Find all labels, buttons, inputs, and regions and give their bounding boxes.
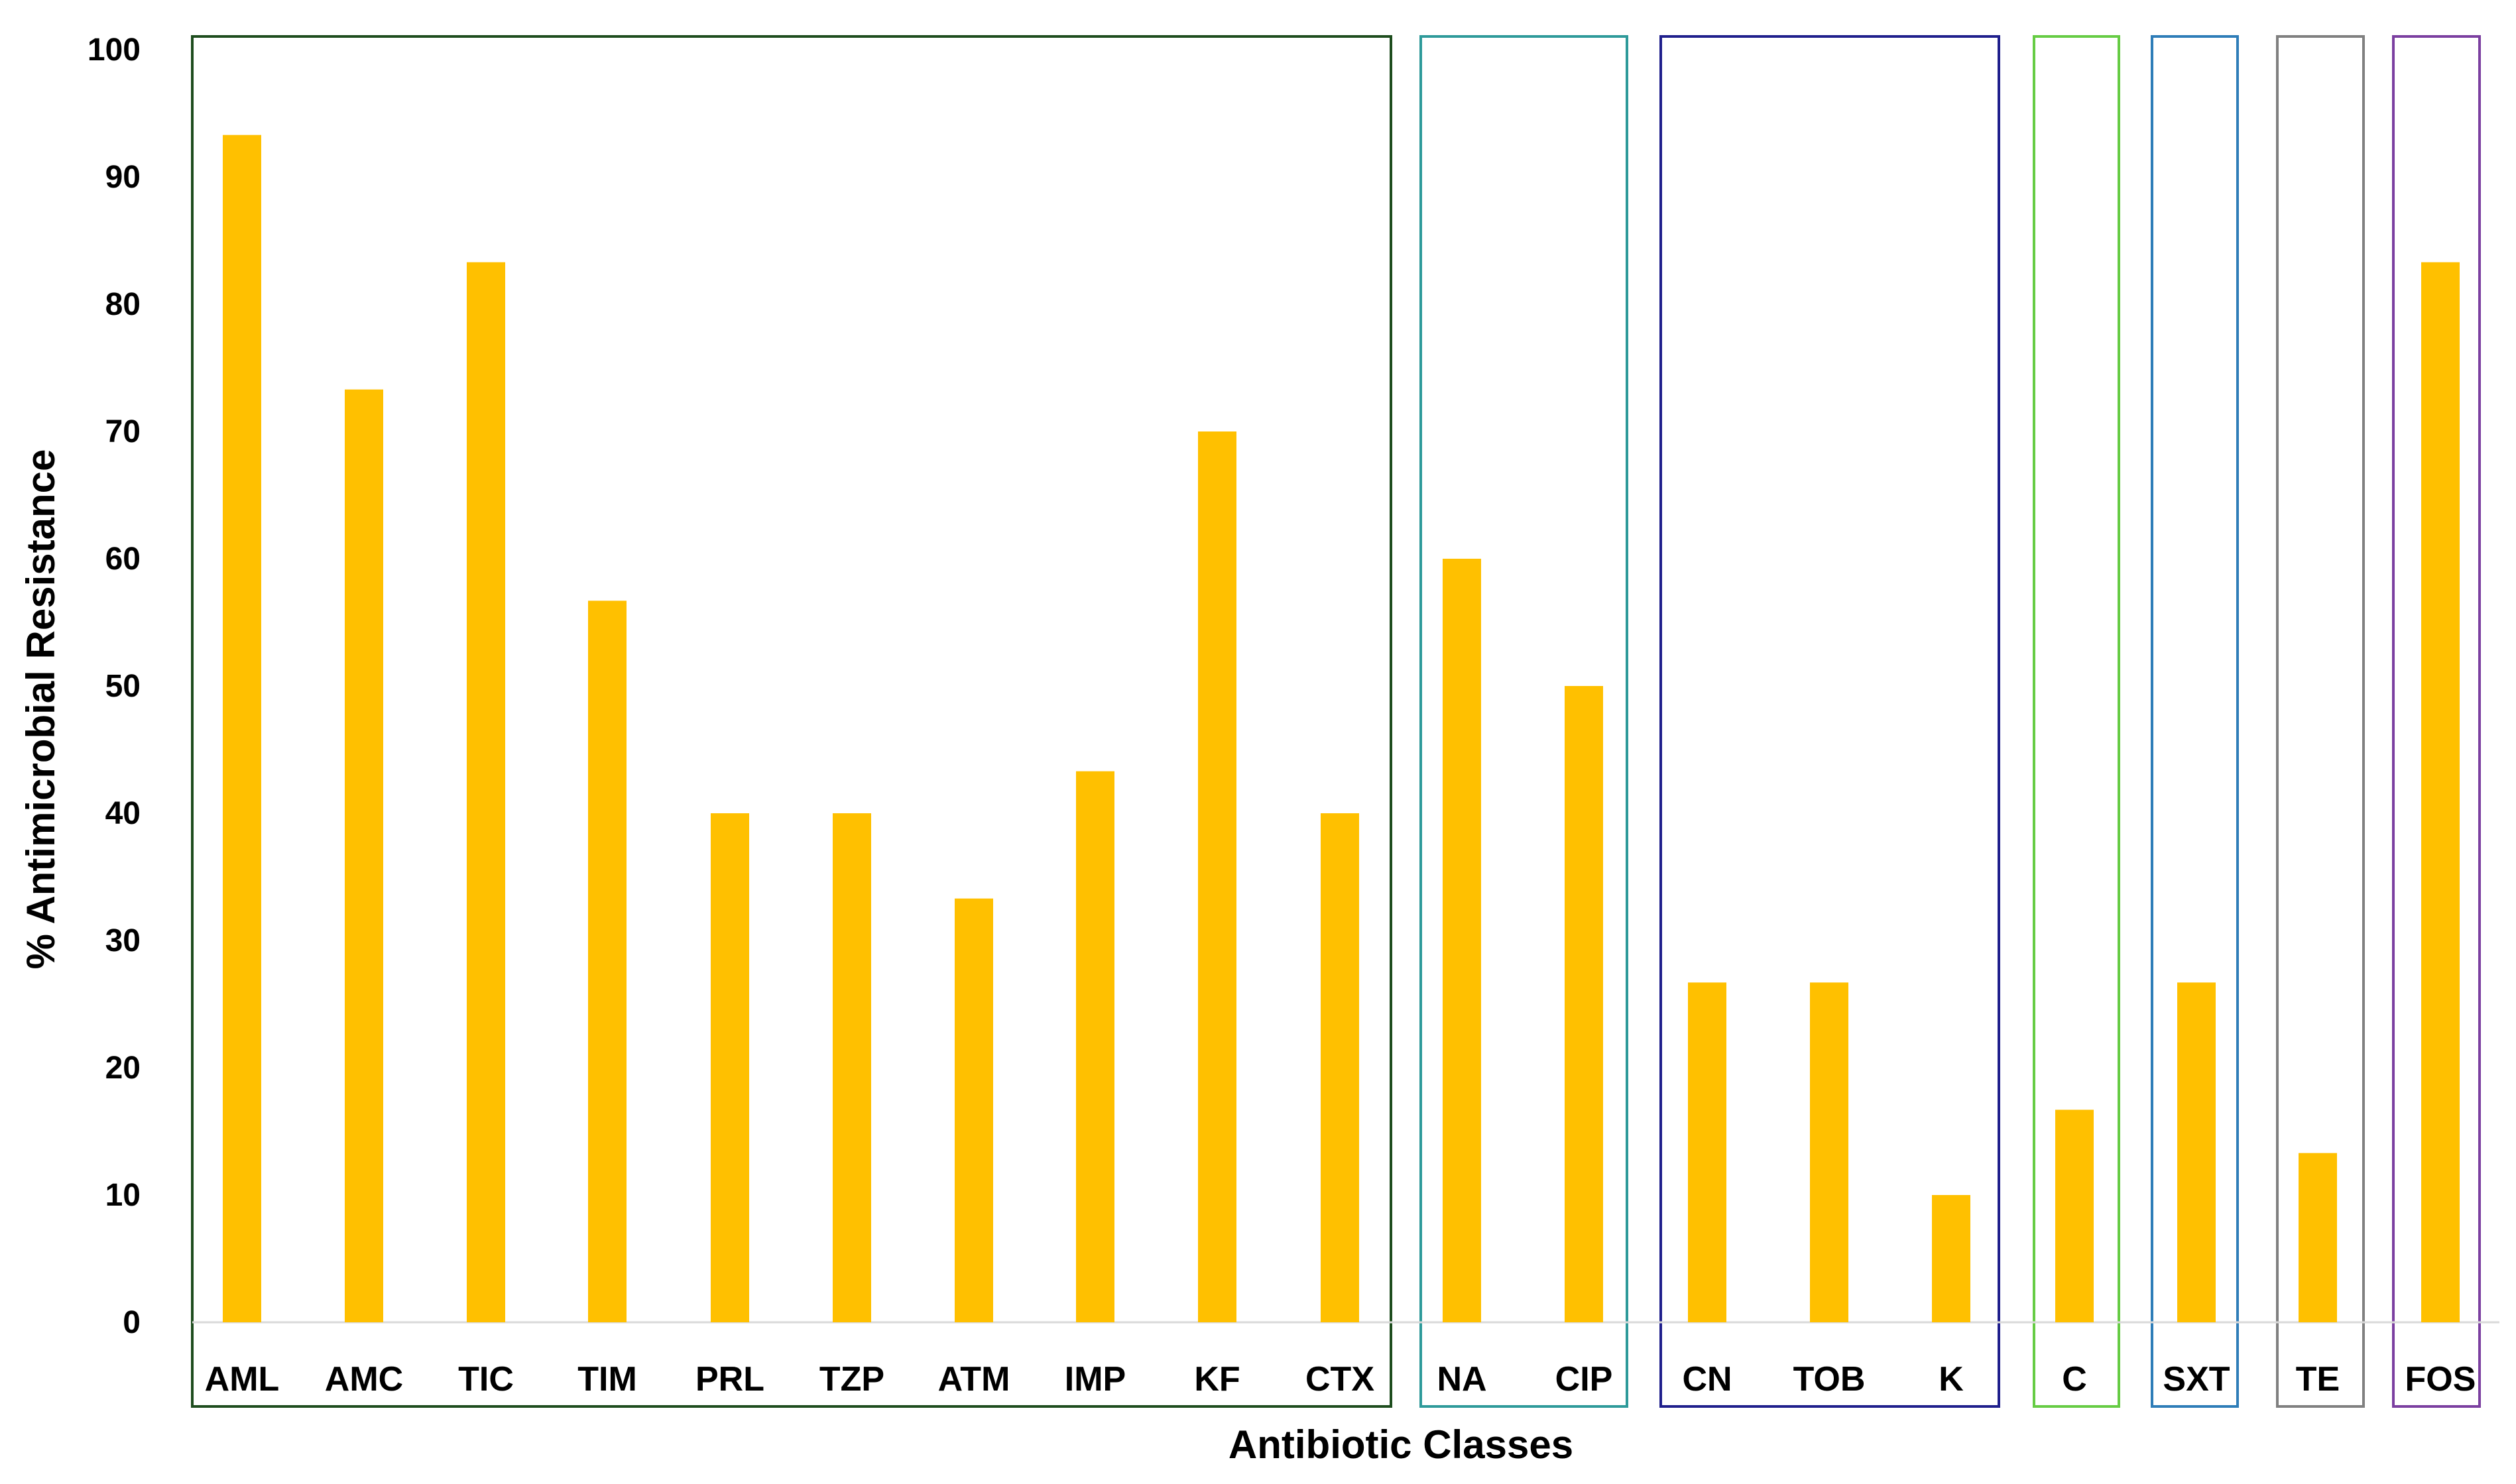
- x-tick-label: SXT: [2163, 1360, 2230, 1398]
- group-boxes: [191, 35, 2481, 1408]
- bar-k: [1932, 1195, 1970, 1322]
- y-tick-label: 10: [105, 1178, 141, 1213]
- y-axis: 0 10 20 30 40 50 60 70 80 90 100: [88, 32, 2499, 1340]
- x-axis-title: Antibiotic Classes: [1228, 1422, 1573, 1467]
- x-tick-label: IMP: [1065, 1360, 1126, 1398]
- bar-sxt: [2177, 982, 2216, 1322]
- x-tick-label: CTX: [1305, 1360, 1374, 1398]
- bar-na: [1443, 559, 1481, 1322]
- y-tick-label: 70: [105, 414, 141, 449]
- y-tick-label: 0: [123, 1305, 141, 1340]
- group-box: [1419, 35, 1628, 1408]
- bars: [223, 135, 2460, 1322]
- y-tick-label: 30: [105, 923, 141, 958]
- bar-ctx: [1321, 813, 1359, 1322]
- bar-prl: [711, 813, 749, 1322]
- x-tick-label: PRL: [695, 1360, 764, 1398]
- y-tick-label: 60: [105, 542, 141, 577]
- bar-aml: [223, 135, 261, 1322]
- bar-kf: [1198, 431, 1236, 1322]
- group-box: [2151, 35, 2239, 1408]
- bar-imp: [1076, 771, 1114, 1322]
- bar-tob: [1810, 982, 1848, 1322]
- bar-te: [2299, 1153, 2337, 1322]
- y-tick-label: 90: [105, 160, 141, 195]
- y-tick-label: 80: [105, 287, 141, 322]
- x-tick-label: TOB: [1793, 1360, 1866, 1398]
- x-tick-label: KF: [1194, 1360, 1240, 1398]
- x-tick-label: AMC: [325, 1360, 403, 1398]
- x-tick-label: FOS: [2405, 1360, 2476, 1398]
- bar-tim: [588, 600, 627, 1322]
- group-box: [1659, 35, 2000, 1408]
- bar-cip: [1565, 686, 1603, 1322]
- bar-tic: [467, 262, 505, 1322]
- bar-cn: [1688, 982, 1726, 1322]
- group-box: [2392, 35, 2481, 1408]
- x-tick-labels: AML AMC TIC TIM PRL TZP ATM IMP KF CTX NA CIP CN TOB K…: [205, 1360, 2476, 1398]
- x-tick-label: AML: [205, 1360, 280, 1398]
- bar-atm: [955, 898, 993, 1322]
- y-tick-label: 40: [105, 796, 141, 831]
- x-tick-label: ATM: [938, 1360, 1010, 1398]
- x-tick-label: C: [2062, 1360, 2087, 1398]
- x-tick-label: K: [1939, 1360, 1964, 1398]
- y-axis-title: % Antimicrobial Resistance: [19, 449, 63, 970]
- x-tick-label: TZP: [819, 1360, 884, 1398]
- y-tick-label: 20: [105, 1051, 141, 1086]
- x-tick-label: CN: [1682, 1360, 1732, 1398]
- bar-c: [2055, 1110, 2094, 1322]
- x-tick-label: TIM: [577, 1360, 637, 1398]
- x-tick-label: NA: [1437, 1360, 1486, 1398]
- bar-amc: [345, 389, 383, 1322]
- group-box: [2033, 35, 2120, 1408]
- y-tick-label: 100: [88, 32, 141, 68]
- group-box: [191, 35, 1392, 1408]
- bar-fos: [2421, 262, 2460, 1322]
- x-tick-label: TIC: [458, 1360, 514, 1398]
- y-tick-label: 50: [105, 669, 141, 704]
- x-tick-label: TE: [2296, 1360, 2340, 1398]
- bar-tzp: [833, 813, 871, 1322]
- x-tick-label: CIP: [1555, 1360, 1613, 1398]
- group-box: [2276, 35, 2365, 1408]
